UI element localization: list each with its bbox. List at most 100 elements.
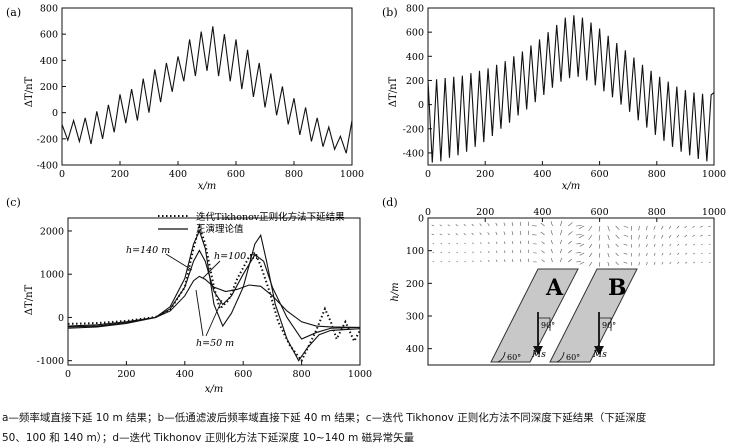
x-tick-label: 200 [117,369,135,380]
panel-b-yticks: -400 -200 0 200 400 600 800 [403,4,432,159]
x-tick-label: 800 [648,207,666,218]
y-tick-label: 0 [58,313,64,324]
body-b-angle-arc [556,351,565,363]
field-vector [487,223,490,227]
field-vector [708,234,711,237]
field-vector [615,261,619,266]
body-b-right-angle [599,317,612,331]
x-tick-label: 200 [476,207,494,218]
field-vector [472,260,474,263]
panel-a-ylabel: ΔT/nT [24,76,35,107]
field-vector [440,242,443,245]
x-tick-label: 1000 [702,169,726,180]
panel-b-ylabel: ΔT/nT [388,76,399,107]
y-tick-label: 200 [406,76,424,87]
body-b-ms-arrowhead [594,346,604,355]
field-vector [503,222,506,227]
field-vector [479,223,482,227]
y-tick-label: 400 [406,52,424,63]
field-vector [479,232,482,236]
field-vector [463,224,466,227]
field-vector [645,225,648,231]
field-vector [431,233,435,236]
field-vector [700,234,703,237]
x-tick-label: 1000 [340,169,364,180]
field-vector [661,252,664,256]
field-vector [560,220,563,227]
field-vector [579,243,585,247]
panel-a-yticks: -400 -200 0 200 400 600 800 [37,4,66,172]
field-vector [638,261,640,266]
field-vector [480,251,482,254]
field-vector [550,240,553,245]
field-vector [495,250,498,254]
body-b-angle-60: 60° [566,353,580,362]
field-vector [503,259,506,263]
field-vector [541,241,545,245]
field-vector [693,261,695,264]
field-vector [472,251,474,254]
panel-d-yticks: 0 100 200 300 400 [406,214,432,355]
x-tick-label: 600 [234,369,252,380]
field-vector [520,240,522,245]
x-tick-label: 400 [169,169,187,180]
field-vector [708,225,711,228]
field-vector [455,233,458,236]
x-tick-label: 800 [285,169,303,180]
annotation-h50-arrow-2 [205,299,223,337]
field-vector [607,252,610,258]
field-vector [653,243,656,247]
series-forward-solid-3 [67,229,361,362]
field-vector [684,225,688,229]
panel-b-series-line [427,15,715,163]
panel-b-label: (b) [382,6,398,19]
y-tick-label: -1000 [37,356,64,367]
field-vector [615,252,619,257]
panel-c-frame [67,217,361,366]
field-vector [464,242,466,245]
x-tick-label: 0 [59,169,65,180]
caption-line-1: a—频率域直接下延 10 m 结果；b—低通滤波后频率域直接下延 40 m 结果… [2,412,647,424]
field-vector [448,242,450,245]
body-b-angle-90: 90° [602,321,616,330]
field-vector [661,261,664,265]
panel-c-yticks: -1000 0 1000 2000 [37,226,72,367]
field-vector [668,234,672,239]
vector-field [431,220,711,267]
field-vector [560,229,563,236]
field-vector [579,252,585,256]
field-vector [448,251,450,254]
field-vector [511,250,514,254]
x-tick-label: 1000 [348,369,372,380]
field-vector [607,243,610,249]
x-tick-label: 800 [648,169,666,180]
field-vector [638,252,640,257]
y-tick-label: 600 [406,28,424,39]
field-vector [615,234,620,239]
field-vector [661,234,664,239]
field-vector [598,252,601,258]
panel-a-frame [61,7,353,166]
field-vector [503,250,506,254]
field-vector [487,241,490,245]
x-tick-label: 400 [533,169,551,180]
field-vector [447,224,450,227]
field-vector [646,243,648,248]
field-vector [623,261,628,264]
field-vector [511,241,514,245]
x-tick-label: 0 [65,369,71,380]
field-vector [541,250,545,254]
body-a-angle-90: 90° [541,321,555,330]
field-vector [495,231,498,236]
x-tick-label: 0 [425,169,431,180]
field-vector [568,231,573,236]
field-vector [448,260,450,263]
y-tick-label: 800 [40,4,58,15]
field-vector [607,225,610,232]
x-tick-label: 800 [293,369,311,380]
field-vector [519,221,522,227]
field-vector [645,234,648,240]
field-vector [589,243,593,249]
y-tick-label: -200 [37,134,58,145]
